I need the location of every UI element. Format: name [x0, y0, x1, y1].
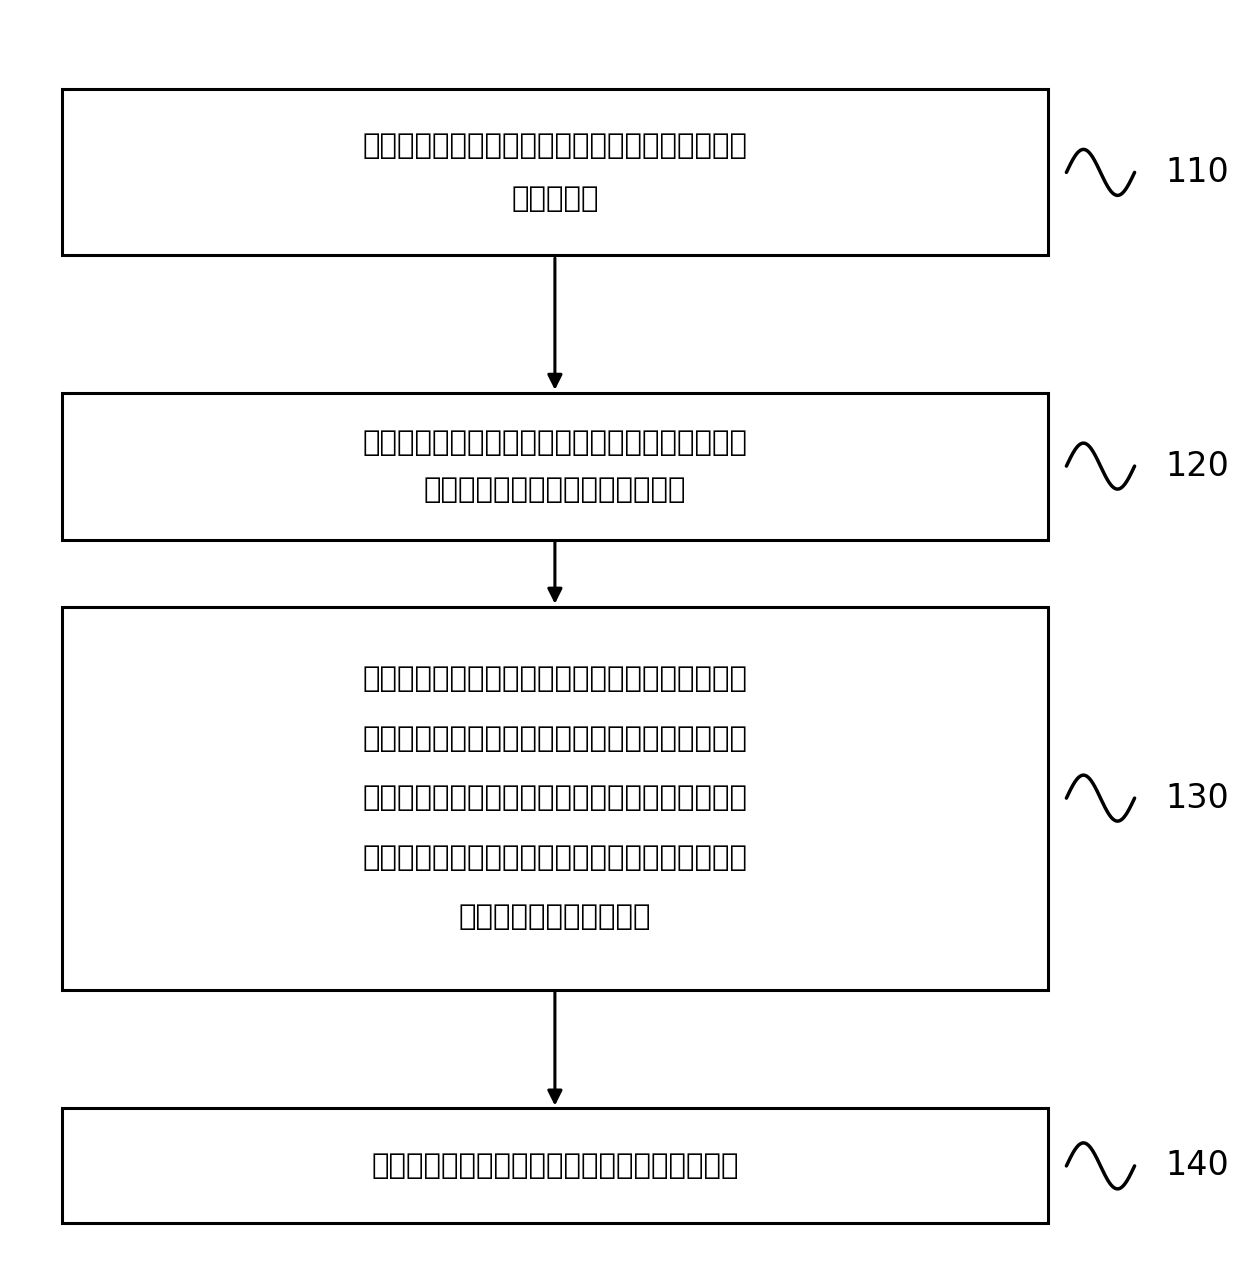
- Text: 并在预确定的语音答复模板中查找所述目标语义参: 并在预确定的语音答复模板中查找所述目标语义参: [362, 724, 748, 752]
- Bar: [62, 393, 1048, 539]
- Text: 140: 140: [1166, 1149, 1229, 1183]
- Text: 排列的标准答复分词序列: 排列的标准答复分词序列: [459, 903, 651, 931]
- Bar: [62, 1108, 1048, 1223]
- Text: 确定所述语音输入文件中各行对应目标语义参数，: 确定所述语音输入文件中各行对应目标语义参数，: [362, 665, 748, 693]
- Text: 120: 120: [1166, 450, 1230, 483]
- Text: 根据所述语音分词集及预先形成的词组列表字典，: 根据所述语音分词集及预先形成的词组列表字典，: [362, 429, 748, 456]
- Text: ，包含至少一个标准语义参数及相应语句表述规则: ，包含至少一个标准语义参数及相应语句表述规则: [362, 844, 748, 872]
- Text: 130: 130: [1166, 782, 1229, 815]
- Text: 110: 110: [1166, 156, 1229, 189]
- Text: 语音分词集: 语音分词集: [511, 185, 599, 213]
- Bar: [62, 89, 1048, 255]
- Text: 形成所述用户语音的语音输入文件: 形成所述用户语音的语音输入文件: [424, 476, 686, 503]
- Text: 分词处理所接收的用户语音，获得所述用户语音的: 分词处理所接收的用户语音，获得所述用户语音的: [362, 132, 748, 160]
- Text: 数，所述语音答复模板基于给定的样本语料集确定: 数，所述语音答复模板基于给定的样本语料集确定: [362, 784, 748, 812]
- Bar: [62, 607, 1048, 990]
- Text: 根据查找结果确定对应所述用户语音的答复信息: 根据查找结果确定对应所述用户语音的答复信息: [371, 1152, 739, 1180]
